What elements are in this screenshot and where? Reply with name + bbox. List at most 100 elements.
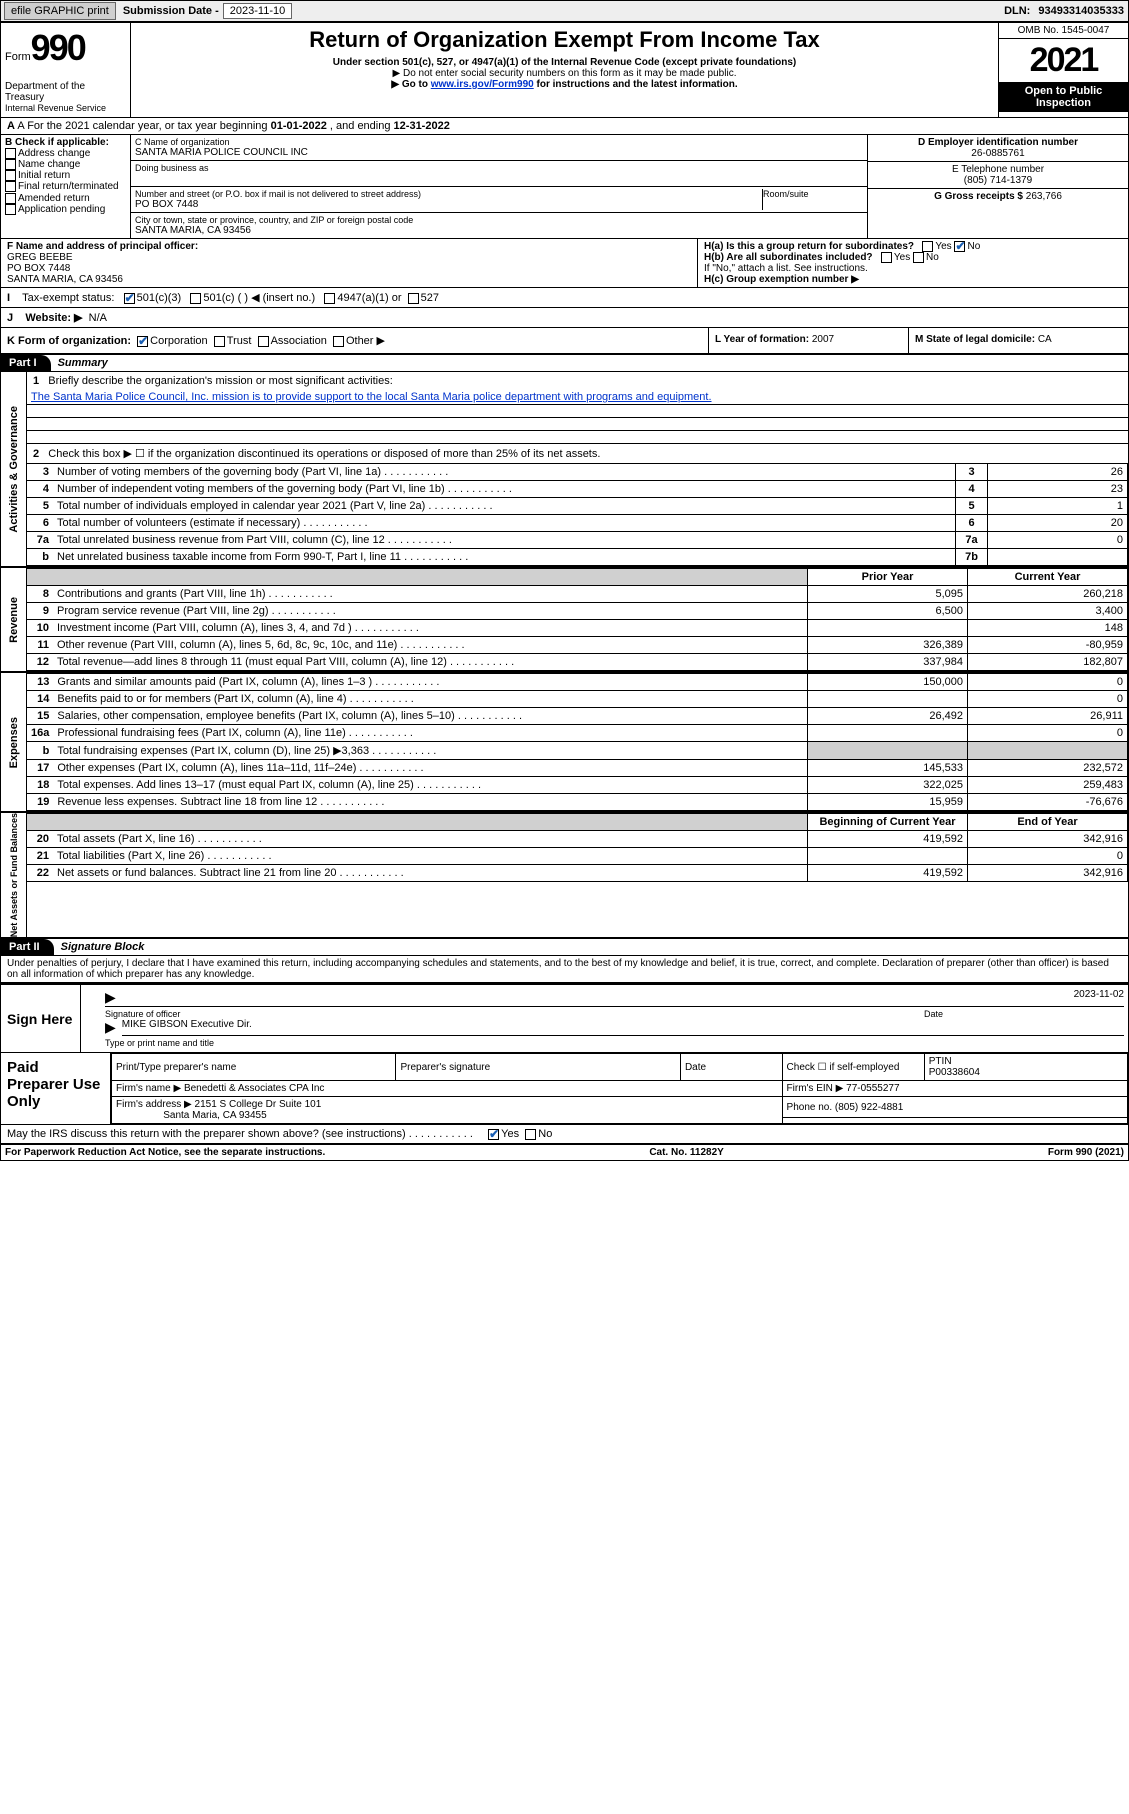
year-formation: 2007 xyxy=(812,334,834,345)
table-row: 15Salaries, other compensation, employee… xyxy=(27,708,1128,725)
org-street: PO BOX 7448 xyxy=(135,199,762,210)
chk-discuss-yes[interactable] xyxy=(488,1129,499,1140)
chk-ha-yes[interactable] xyxy=(922,241,933,252)
table-row: 10Investment income (Part VIII, column (… xyxy=(27,620,1128,637)
section-governance: Activities & Governance 1 Briefly descri… xyxy=(1,372,1128,566)
dept-treasury: Department of the Treasury xyxy=(5,69,126,103)
website-label: Website: ▶ xyxy=(25,312,82,324)
chk-name-change[interactable] xyxy=(5,159,16,170)
form-990-wrap: Form 990 Department of the Treasury Inte… xyxy=(0,22,1129,1161)
table-header-row: Beginning of Current YearEnd of Year xyxy=(27,814,1128,831)
firm-phone-label: Phone no. xyxy=(787,1102,835,1113)
irs-form990-link[interactable]: www.irs.gov/Form990 xyxy=(431,79,534,90)
table-row: 3Number of voting members of the governi… xyxy=(27,464,1128,481)
line-a: A A For the 2021 calendar year, or tax y… xyxy=(1,118,1128,135)
dln-label: DLN: xyxy=(1000,5,1034,17)
firm-ein-label: Firm's EIN ▶ xyxy=(787,1083,847,1094)
chk-501c[interactable] xyxy=(190,293,201,304)
phone-value: (805) 714-1379 xyxy=(872,175,1124,186)
form-subtitle: Under section 501(c), 527, or 4947(a)(1)… xyxy=(135,57,994,68)
prep-sig-label: Preparer's signature xyxy=(396,1054,680,1081)
chk-discuss-no[interactable] xyxy=(525,1129,536,1140)
firm-ein: 77-0555277 xyxy=(846,1083,899,1094)
discuss-no: No xyxy=(538,1128,552,1140)
prep-name-label: Print/Type preparer's name xyxy=(112,1054,396,1081)
chk-initial-return[interactable] xyxy=(5,170,16,181)
vlabel-expenses: Expenses xyxy=(8,717,20,768)
chk-app-pending[interactable] xyxy=(5,204,16,215)
sig-officer-label: Signature of officer xyxy=(105,1009,924,1019)
chk-amended-return[interactable] xyxy=(5,193,16,204)
firm-addr-label: Firm's address ▶ xyxy=(116,1099,195,1110)
sig-arrow2-icon: ▶ xyxy=(105,1019,116,1036)
chk-527[interactable] xyxy=(408,293,419,304)
firm-name: Benedetti & Associates CPA Inc xyxy=(184,1083,324,1094)
opt-app-pending: Application pending xyxy=(18,204,105,215)
table-row: 4Number of independent voting members of… xyxy=(27,481,1128,498)
tax-exempt-label: Tax-exempt status: xyxy=(22,292,114,304)
gross-label: G Gross receipts $ xyxy=(934,191,1026,202)
b-label: B Check if applicable: xyxy=(5,137,126,148)
table-row: 20Total assets (Part X, line 16)419,5923… xyxy=(27,831,1128,848)
ha-label: H(a) Is this a group return for subordin… xyxy=(704,241,914,252)
chk-ha-no[interactable] xyxy=(954,241,965,252)
opt-corp: Corporation xyxy=(150,335,207,347)
chk-other[interactable] xyxy=(333,336,344,347)
prep-date-label: Date xyxy=(680,1054,782,1081)
table-row: 16aProfessional fundraising fees (Part I… xyxy=(27,725,1128,742)
chk-4947[interactable] xyxy=(324,293,335,304)
section-revenue: Revenue Prior YearCurrent Year8Contribut… xyxy=(1,566,1128,671)
table-row: 6Total number of volunteers (estimate if… xyxy=(27,515,1128,532)
klm-row: K Form of organization: Corporation Trus… xyxy=(1,328,1128,354)
mission-text[interactable]: The Santa Maria Police Council, Inc. mis… xyxy=(31,391,712,403)
may-irs-text: May the IRS discuss this return with the… xyxy=(7,1128,406,1140)
sig-date-label: Date xyxy=(924,1009,1124,1019)
form-note2-pre: ▶ Go to xyxy=(391,79,430,90)
form-header: Form 990 Department of the Treasury Inte… xyxy=(1,23,1128,118)
table-row: 7aTotal unrelated business revenue from … xyxy=(27,532,1128,549)
form-word: Form xyxy=(5,51,31,63)
part1-header: Part I Summary xyxy=(1,354,1128,372)
chk-final-return[interactable] xyxy=(5,181,16,192)
vlabel-netassets: Net Assets or Fund Balances xyxy=(9,813,19,937)
opt-address-change: Address change xyxy=(18,148,90,159)
chk-trust[interactable] xyxy=(214,336,225,347)
hb-no: No xyxy=(926,252,939,263)
discuss-yes: Yes xyxy=(501,1128,519,1140)
may-irs-row: May the IRS discuss this return with the… xyxy=(1,1125,1128,1144)
table-row: 18Total expenses. Add lines 13–17 (must … xyxy=(27,777,1128,794)
h-note: If "No," attach a list. See instructions… xyxy=(704,263,1122,274)
netassets-table: Beginning of Current YearEnd of Year20To… xyxy=(27,813,1128,882)
part1-title: Summary xyxy=(58,357,108,369)
table-row: 5Total number of individuals employed in… xyxy=(27,498,1128,515)
c-name-label: C Name of organization xyxy=(135,137,863,147)
ein-label: D Employer identification number xyxy=(872,137,1124,148)
line-j: J Website: ▶ N/A xyxy=(1,308,1128,328)
firm-name-label: Firm's name ▶ xyxy=(116,1083,184,1094)
table-row: 17Other expenses (Part IX, column (A), l… xyxy=(27,760,1128,777)
org-name: SANTA MARIA POLICE COUNCIL INC xyxy=(135,147,863,158)
officer-printed-name: MIKE GIBSON Executive Dir. xyxy=(122,1019,1124,1030)
opt-trust: Trust xyxy=(227,335,252,347)
table-row: 8Contributions and grants (Part VIII, li… xyxy=(27,586,1128,603)
f-h-row: F Name and address of principal officer:… xyxy=(1,239,1128,288)
tax-year-end: 12-31-2022 xyxy=(394,120,450,132)
type-name-label: Type or print name and title xyxy=(105,1038,1124,1048)
chk-assoc[interactable] xyxy=(258,336,269,347)
firm-addr1: 2151 S College Dr Suite 101 xyxy=(195,1099,322,1110)
section-expenses: Expenses 13Grants and similar amounts pa… xyxy=(1,671,1128,811)
part2-title: Signature Block xyxy=(61,941,145,953)
chk-501c3[interactable] xyxy=(124,293,135,304)
chk-corp[interactable] xyxy=(137,336,148,347)
chk-hb-yes[interactable] xyxy=(881,252,892,263)
firm-addr2: Santa Maria, CA 93455 xyxy=(163,1110,266,1121)
footer-mid: Cat. No. 11282Y xyxy=(325,1147,1048,1158)
expenses-table: 13Grants and similar amounts paid (Part … xyxy=(27,673,1128,811)
chk-address-change[interactable] xyxy=(5,148,16,159)
hc-label: H(c) Group exemption number ▶ xyxy=(704,274,1122,285)
l-label: L Year of formation: xyxy=(715,334,812,345)
footer-right: Form 990 (2021) xyxy=(1048,1147,1124,1158)
efile-graphic-print-button[interactable]: efile GRAPHIC print xyxy=(4,2,116,20)
chk-hb-no[interactable] xyxy=(913,252,924,263)
vlabel-governance: Activities & Governance xyxy=(8,406,20,533)
